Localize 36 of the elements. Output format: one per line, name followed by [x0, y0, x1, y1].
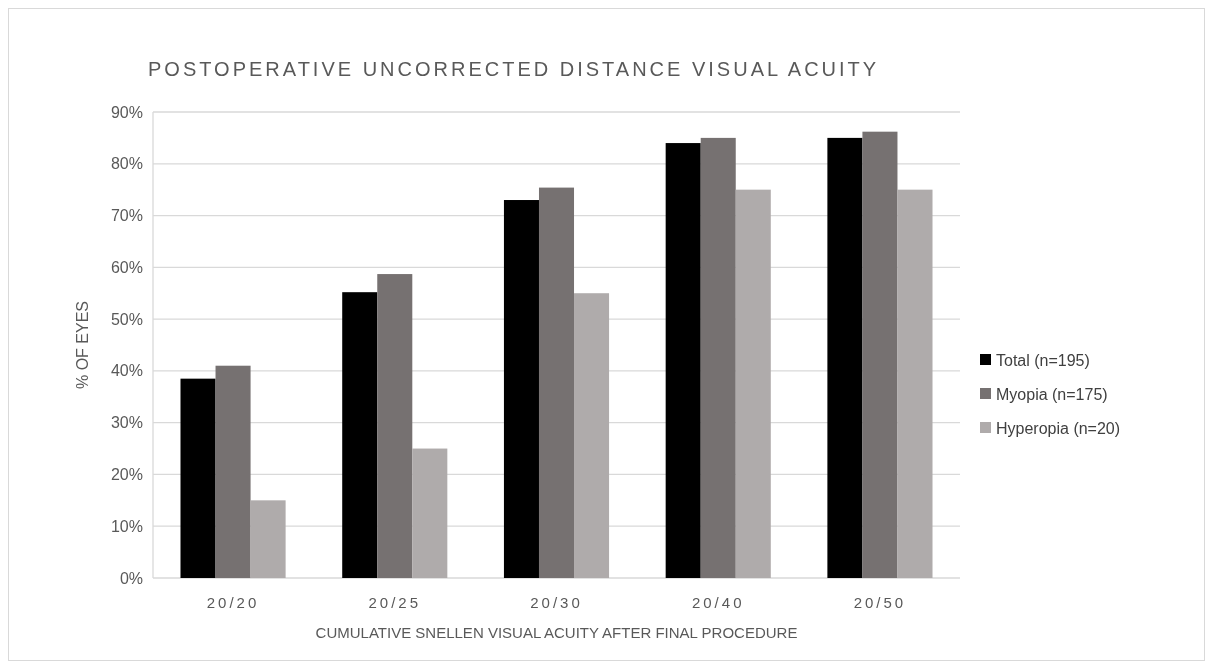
bar: [215, 365, 251, 578]
bar: [412, 448, 448, 578]
bar: [574, 293, 610, 578]
bar: [735, 189, 771, 578]
bar: [827, 137, 863, 578]
x-tick-label: 20/20: [206, 594, 260, 612]
legend-label: Total (n=195): [996, 351, 1090, 369]
bar: [665, 143, 701, 578]
bar: [342, 292, 378, 578]
y-tick-label: 0%: [119, 569, 143, 587]
y-tick-label: 10%: [110, 517, 143, 535]
bar: [250, 500, 286, 578]
chart-title: POSTOPERATIVE UNCORRECTED DISTANCE VISUAL ACUITY: [148, 58, 880, 80]
x-tick-label: 20/50: [853, 594, 907, 612]
x-axis-title: CUMULATIVE SNELLEN VISUAL ACUITY AFTER FINAL PROCEDURE: [315, 624, 798, 641]
bar: [700, 137, 736, 578]
y-tick-label: 20%: [110, 466, 143, 484]
bar: [538, 187, 575, 578]
bar: [503, 200, 539, 578]
y-tick-label: 90%: [110, 103, 143, 121]
y-tick-label: 40%: [110, 362, 143, 380]
bar: [377, 274, 413, 578]
legend-label: Myopia (n=175): [996, 385, 1108, 403]
y-axis-title: % OF EYES: [74, 300, 91, 390]
y-tick-label: 80%: [110, 155, 143, 173]
y-tick-label: 50%: [110, 310, 143, 328]
x-tick-label: 20/40: [691, 594, 745, 612]
legend-label: Hyperopia (n=20): [996, 419, 1121, 437]
y-tick-label: 60%: [110, 258, 143, 276]
y-tick-label: 70%: [110, 207, 143, 225]
x-tick-label: 20/30: [530, 594, 583, 612]
bar: [180, 378, 216, 578]
x-tick-label: 20/25: [368, 594, 422, 612]
bar: [897, 189, 933, 578]
y-tick-label: 30%: [110, 414, 143, 432]
bar: [862, 131, 898, 578]
